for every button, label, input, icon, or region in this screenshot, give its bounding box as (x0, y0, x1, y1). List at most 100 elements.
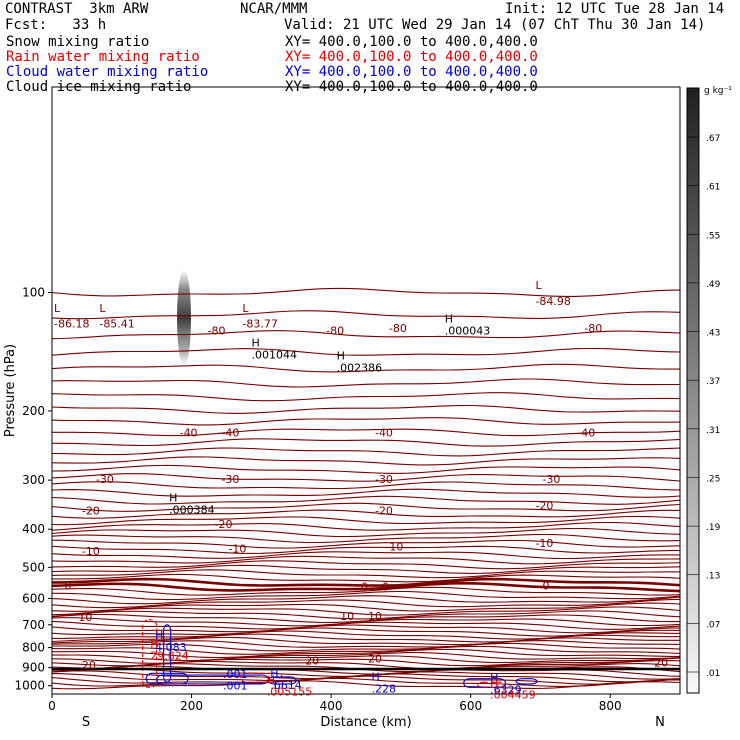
y-tick-label: 400 (22, 522, 45, 536)
isotherm-label: -30 (542, 473, 560, 486)
isotherm-label: -86.18 (54, 318, 89, 331)
isotherm-line (52, 573, 680, 583)
isotherm-label: 0 (382, 580, 389, 593)
x-tick-label: 400 (320, 699, 343, 713)
isotherm-line (52, 438, 680, 447)
isotherm-label: -10 (535, 537, 553, 550)
y-tick-label: 800 (22, 641, 45, 655)
isotherm-line (52, 610, 680, 620)
isotherm-label: 10 (78, 611, 92, 624)
isotherm-line (52, 590, 680, 601)
isotherm-label: 10 (368, 610, 382, 623)
isotherm-label: -85.41 (99, 318, 134, 331)
isotherm-lines (52, 287, 680, 690)
isotherm-line (52, 636, 680, 646)
colorbar-tick-label: .67 (706, 134, 720, 144)
isotherm-line (52, 640, 680, 648)
isotherm-line (52, 447, 680, 457)
isotherm-label: -40 (221, 427, 239, 440)
south-end-label: S (82, 715, 90, 730)
colorbar-tick-label: .55 (706, 231, 720, 241)
isotherm-line (52, 545, 680, 554)
isotherm-label: 20 (368, 652, 382, 665)
cloud-contour (477, 681, 507, 688)
extremum-mark: L (242, 302, 249, 315)
isotherm-line (52, 417, 680, 426)
field-snow-name: Snow mixing ratio (6, 34, 150, 50)
colorbar-tick-label: .37 (706, 377, 720, 387)
forecast-hour: Fcst: 33 h (5, 17, 107, 33)
y-tick-label: 100 (22, 286, 45, 300)
cloud-contour (515, 678, 538, 685)
field-snow-xy: XY= 400.0,100.0 to 400.0,400.0 (285, 34, 538, 50)
colorbar-tick-label: .01 (706, 669, 720, 679)
isotherm-label: -10 (228, 543, 246, 556)
extremum-mark: H (490, 677, 498, 690)
x-tick-label: 0 (48, 699, 56, 713)
field-cloudwater-xy: XY= 400.0,100.0 to 400.0,400.0 (285, 64, 538, 80)
isotherm-line (52, 488, 680, 498)
cloud-water-label: .001 (223, 679, 248, 692)
y-tick-label: 500 (22, 560, 45, 574)
extremum-mark: L (99, 302, 106, 315)
isotherm-label: -30 (375, 473, 393, 486)
isotherm-line (52, 428, 680, 437)
x-tick-label: 600 (459, 699, 482, 713)
isotherm-line (52, 515, 680, 526)
y-tick-label: 600 (22, 591, 45, 605)
cloud-contour (163, 624, 172, 683)
extremum-mark: H (445, 312, 453, 325)
isotherm-label: -20 (535, 499, 553, 512)
extremum-value: .004459 (490, 689, 535, 702)
isotherm-label: -20 (214, 518, 232, 531)
isotherm-line (52, 481, 680, 491)
isotherm-label: -84.98 (535, 295, 570, 308)
isotherm-line (52, 310, 680, 320)
y-tick-label: 200 (22, 404, 45, 418)
extremum-value: .228 (371, 682, 396, 695)
isotherm-line (52, 617, 680, 627)
y-tick-label: 700 (22, 618, 45, 632)
isotherm-label: -10 (82, 545, 100, 558)
isotherm-label: -40 (577, 427, 595, 440)
colorbar-unit: g kg⁻¹ (704, 86, 732, 96)
extremum-mark: H (155, 629, 163, 642)
isotherm-line (52, 648, 680, 659)
isotherm-line (52, 655, 680, 664)
isotherm-line (52, 680, 680, 690)
extremum-mark: L (54, 302, 61, 315)
isotherm-line (52, 645, 680, 655)
isotherm-line (52, 595, 680, 605)
isotherm-label: 0 (542, 579, 549, 592)
x-tick-label: 200 (180, 699, 203, 713)
colorbar-tick-label: .43 (706, 329, 720, 339)
colorbar-tick-label: .61 (706, 183, 720, 193)
isotherm-line (52, 533, 680, 544)
isotherm-line (52, 502, 680, 512)
extremum-mark: L (535, 279, 542, 292)
isotherm-label: -80 (326, 325, 344, 338)
isotherm-line (52, 347, 680, 356)
extremum-value: .001044 (251, 348, 297, 361)
isotherm-label: 0 (361, 580, 368, 593)
x-tick-label: 800 (599, 699, 622, 713)
isotherm-line (52, 456, 680, 466)
isotherm-line (52, 539, 680, 549)
isotherm-label: -20 (375, 504, 393, 517)
extremum-value: .000043 (445, 324, 491, 337)
model-title: CONTRAST 3km ARW (5, 1, 149, 17)
isotherm-line (52, 473, 680, 482)
isotherm-line (52, 464, 680, 474)
init-time: Init: 12 UTC Tue 28 Jan 14 (505, 1, 725, 17)
extremum-value: .000384 (169, 503, 215, 516)
isotherm-line (52, 363, 680, 373)
field-cloudwater-name: Cloud water mixing ratio (6, 64, 209, 80)
isotherm-line (52, 378, 680, 388)
isotherm-label: 20 (82, 659, 96, 672)
colorbar-tick-label: .07 (706, 620, 720, 630)
extremum-value: .002386 (337, 361, 383, 374)
isotherm-label: -10 (385, 541, 403, 554)
isotherm-label: 20 (305, 654, 319, 667)
colorbar-tick-label: .25 (706, 474, 720, 484)
